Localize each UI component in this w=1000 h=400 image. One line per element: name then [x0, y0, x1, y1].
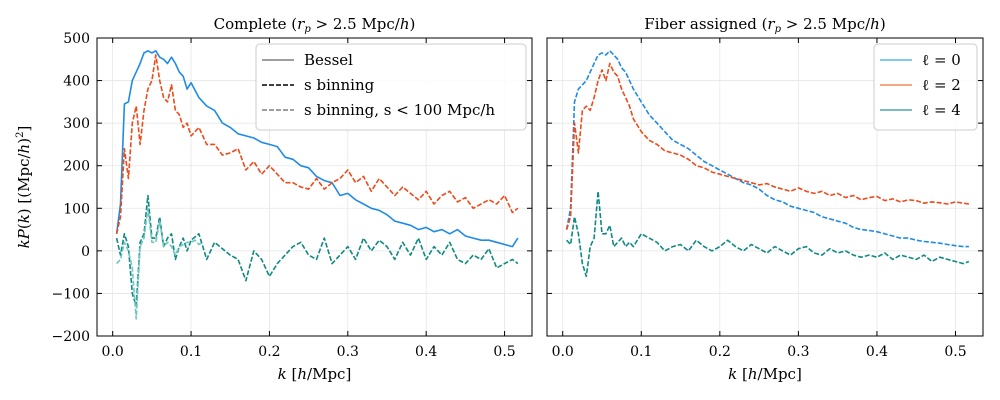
x-tick-label: 0.4	[866, 344, 888, 360]
x-tick-label: 0.3	[337, 344, 359, 360]
x-tick-label: 0.0	[552, 344, 574, 360]
y-tick-label: 200	[63, 159, 90, 175]
panel-complete: 0.0 0.1 0.2 0.3 0.4 0.5 −200 −100 0 100 200 300 400 5…	[15, 15, 533, 383]
y-tick-label: 400	[63, 74, 90, 90]
x-axis-label: k [h/Mpc]	[278, 365, 352, 383]
legend-label: s binning, s < 100 Mpc/h	[304, 101, 495, 119]
x-tick-label: 0.2	[709, 344, 731, 360]
chart-title: Complete (rp > 2.5 Mpc/h)	[214, 15, 416, 35]
chart-title: Fiber assigned (rp > 2.5 Mpc/h)	[644, 15, 885, 35]
legend: Bessel s binning s binning, s < 100 Mpc/h	[255, 43, 527, 131]
series-line-ell-2	[115, 54, 519, 234]
legend-label: Bessel	[304, 51, 353, 69]
legend-label: ℓ = 0	[922, 51, 961, 69]
plot-frame	[546, 37, 984, 337]
legend: ℓ = 0 ℓ = 2 ℓ = 4	[873, 43, 978, 131]
x-tick-label: 0.1	[630, 344, 652, 360]
x-tick-label: 0.0	[102, 344, 124, 360]
y-tick-label: 0	[81, 244, 90, 260]
legend-label: ℓ = 2	[922, 76, 961, 94]
legend-box	[255, 43, 527, 131]
plot-frame	[96, 37, 533, 337]
y-tick-label: 300	[63, 116, 90, 132]
series-line-ell-0	[115, 49, 519, 248]
y-tick-label: 500	[63, 31, 90, 47]
y-tick-label: −200	[52, 329, 90, 345]
x-tick-label: 0.5	[493, 344, 515, 360]
series-line-ell-4	[566, 190, 970, 278]
x-axis-label: k [h/Mpc]	[728, 365, 802, 383]
series-line-ell-2	[565, 62, 970, 230]
series-line-ell-4-short	[116, 207, 204, 320]
x-tick-label: 0.1	[180, 344, 202, 360]
y-tick-label: 100	[63, 201, 90, 217]
legend-label: s binning	[304, 76, 375, 94]
y-axis-label: kP(k) [(Mpc/h)2]	[15, 126, 33, 249]
x-tick-label: 0.2	[258, 344, 280, 360]
y-tick-label: −100	[52, 286, 90, 302]
legend-label: ℓ = 4	[922, 101, 961, 119]
panel-fiber-assigned: 0.0 0.1 0.2 0.3 0.4 0.5 Fiber assigned (rp > 2…	[546, 15, 984, 383]
x-tick-label: 0.5	[944, 344, 966, 360]
legend-box	[873, 43, 978, 131]
x-tick-label: 0.4	[415, 344, 437, 360]
x-tick-label: 0.3	[787, 344, 809, 360]
